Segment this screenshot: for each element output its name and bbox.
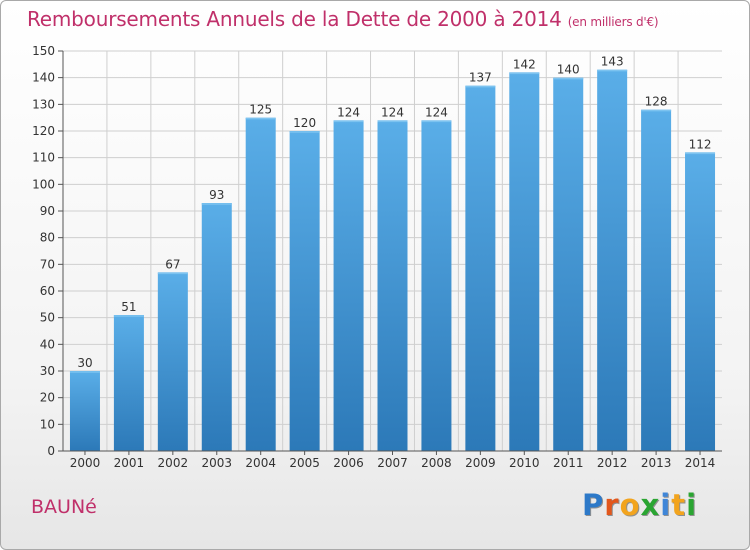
logo-letter: i (660, 488, 672, 522)
y-tick-label: 120 (32, 124, 55, 138)
logo-letter: P (582, 488, 605, 522)
x-tick-label-2001: 2001 (114, 456, 145, 470)
y-tick-label: 50 (40, 311, 55, 325)
x-tick-label-2013: 2013 (641, 456, 672, 470)
bar-2002 (157, 272, 188, 451)
bar-2004 (245, 117, 276, 452)
logo-letter: o (619, 488, 641, 522)
value-label-2013: 128 (645, 95, 668, 109)
x-tick-label-2000: 2000 (70, 456, 101, 470)
axis-layer: 0 10 20 30 40 50 60 70 80 90 100 110 120 130 140 150 200… (32, 44, 722, 470)
value-label-2010: 142 (513, 57, 536, 71)
y-tick-label: 60 (40, 284, 55, 298)
y-tick-label: 140 (32, 71, 55, 85)
bar-2007 (377, 120, 408, 451)
value-label-2003: 93 (209, 188, 224, 202)
logo-letter: t (671, 488, 687, 522)
value-label-2005: 120 (293, 116, 316, 130)
x-tick-label-2010: 2010 (509, 456, 540, 470)
proxiti-logo: Proxiti (582, 488, 697, 522)
value-label-2009: 137 (469, 71, 492, 85)
y-tick-label: 10 (40, 417, 55, 431)
x-tick-label-2005: 2005 (289, 456, 320, 470)
bar-2014 (685, 152, 716, 452)
x-tick-label-2003: 2003 (201, 456, 232, 470)
y-tick-label: 40 (40, 337, 55, 351)
y-tick-label: 20 (40, 391, 55, 405)
y-tick-label: 80 (40, 231, 55, 245)
value-label-2000: 30 (77, 356, 92, 370)
x-tick-label-2002: 2002 (158, 456, 189, 470)
value-label-2011: 140 (557, 63, 580, 77)
x-tick-label-2008: 2008 (421, 456, 452, 470)
value-label-2008: 124 (425, 105, 448, 119)
bar-2000 (69, 371, 100, 451)
bar-2013 (641, 109, 672, 452)
label-layer: 30 51 67 93 125 120 124 124 124 137 142 140 143 128 11… (77, 55, 711, 370)
x-tick-label-2006: 2006 (333, 456, 364, 470)
bar-layer (69, 69, 716, 452)
bar-2003 (201, 203, 232, 451)
bar-2006 (333, 120, 364, 451)
y-tick-label: 130 (32, 97, 55, 111)
y-tick-label: 110 (32, 151, 55, 165)
value-label-2002: 67 (165, 257, 180, 271)
y-tick-label: 70 (40, 257, 55, 271)
x-tick-label-2009: 2009 (465, 456, 496, 470)
logo-letter: i (686, 488, 698, 522)
bar-2001 (113, 315, 144, 451)
value-label-2001: 51 (121, 300, 136, 314)
logo-letter: x (640, 488, 661, 522)
y-tick-label: 90 (40, 204, 55, 218)
commune-name: BAUNé (31, 496, 97, 518)
chart-title: Remboursements Annuels de la Dette de 20… (27, 7, 659, 31)
bar-2011 (553, 77, 584, 452)
chart-title-text: Remboursements Annuels de la Dette de 20… (27, 7, 562, 31)
x-tick-label-2004: 2004 (245, 456, 276, 470)
value-label-2006: 124 (337, 105, 360, 119)
y-tick-label: 0 (47, 444, 55, 458)
x-tick-label-2012: 2012 (597, 456, 628, 470)
y-tick-label: 100 (32, 177, 55, 191)
bar-2009 (465, 85, 496, 452)
bar-2005 (289, 131, 320, 451)
bar-2008 (421, 120, 452, 451)
logo-letter: r (604, 488, 620, 522)
y-tick-label: 30 (40, 364, 55, 378)
y-tick-label: 150 (32, 44, 55, 58)
x-tick-label-2014: 2014 (685, 456, 716, 470)
value-label-2004: 125 (249, 103, 272, 117)
bar-2010 (509, 72, 540, 451)
chart-unit: (en milliers d'€) (567, 15, 659, 29)
bar-2012 (597, 69, 628, 452)
value-label-2014: 112 (689, 137, 712, 151)
x-tick-label-2007: 2007 (377, 456, 408, 470)
value-label-2012: 143 (601, 55, 624, 69)
value-label-2007: 124 (381, 105, 404, 119)
x-tick-label-2011: 2011 (553, 456, 584, 470)
